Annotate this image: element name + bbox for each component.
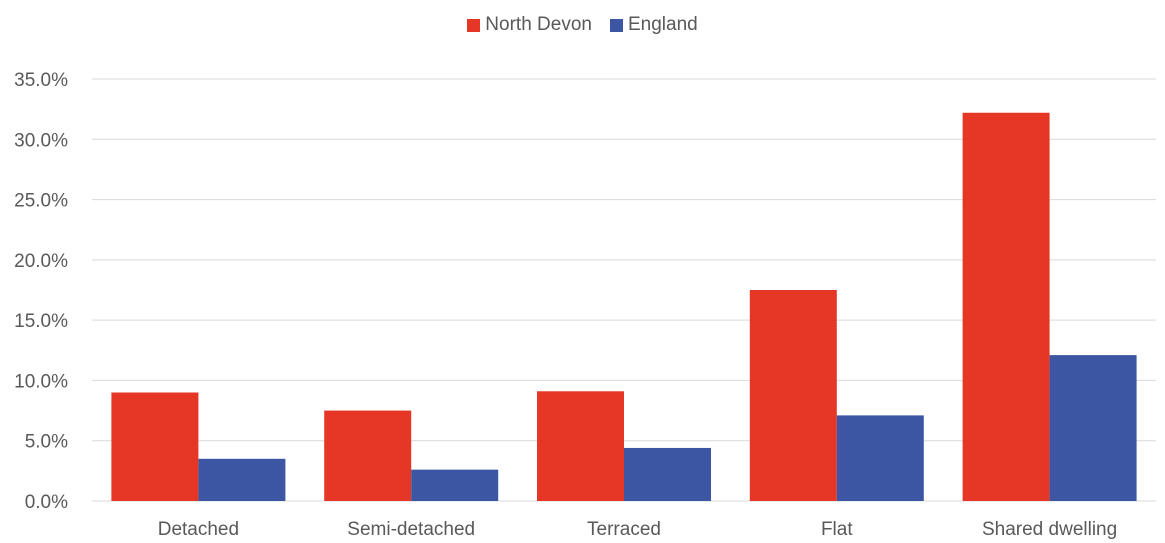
x-tick-label: Shared dwelling: [982, 519, 1117, 540]
chart-legend: North Devon England: [0, 14, 1165, 36]
y-tick-label: 30.0%: [14, 130, 68, 151]
bar-england: [624, 447, 711, 501]
bar-england: [198, 458, 286, 501]
legend-swatch-england: [609, 18, 623, 32]
y-tick-label: 10.0%: [14, 371, 68, 392]
legend-label-england: England: [627, 14, 698, 35]
bar-north-devon: [962, 112, 1050, 501]
bar-north-devon: [537, 391, 624, 501]
y-tick-label: 5.0%: [25, 432, 68, 453]
bar-england: [411, 469, 499, 501]
y-tick-label: 15.0%: [14, 311, 68, 332]
legend-swatch-north-devon: [467, 18, 481, 32]
x-tick-label: Semi-detached: [347, 519, 475, 540]
bar-england: [1049, 355, 1137, 501]
legend-item-north-devon: North Devon: [467, 14, 592, 36]
y-tick-label: 0.0%: [25, 492, 68, 513]
bar-north-devon: [111, 392, 199, 501]
y-tick-label: 25.0%: [14, 191, 68, 212]
y-tick-label: 20.0%: [14, 251, 68, 272]
x-tick-label: Detached: [158, 519, 239, 540]
y-tick-label: 35.0%: [14, 70, 68, 91]
legend-label-north-devon: North Devon: [485, 14, 592, 35]
bar-north-devon: [749, 290, 837, 501]
bar-north-devon: [324, 410, 412, 501]
bar-england: [836, 415, 924, 501]
x-tick-label: Terraced: [587, 519, 661, 540]
x-tick-label: Flat: [821, 519, 853, 540]
legend-item-england: England: [609, 14, 698, 36]
